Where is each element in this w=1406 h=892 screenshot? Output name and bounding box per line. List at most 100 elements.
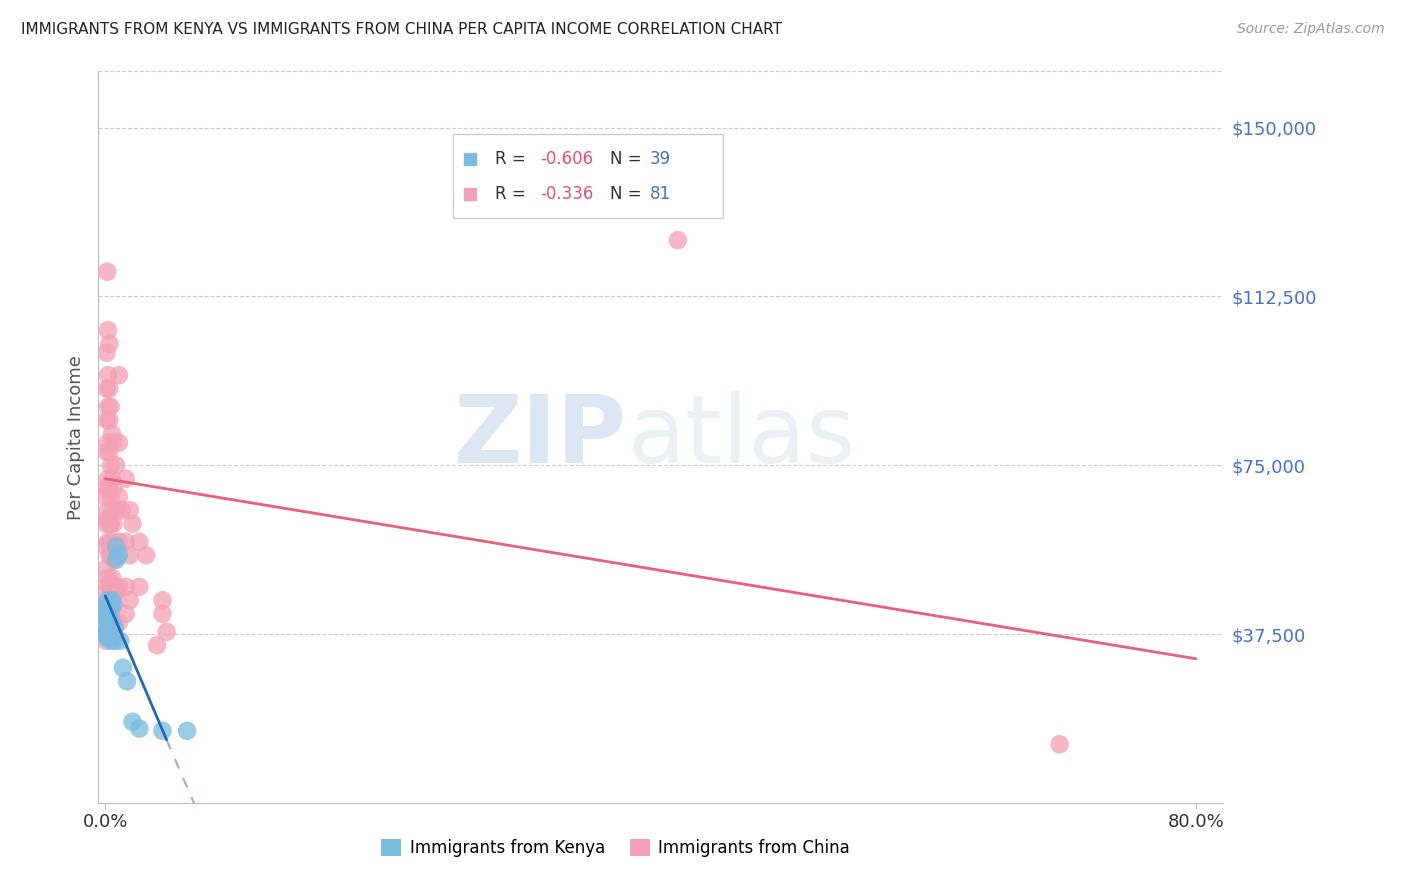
Point <box>108 534 131 549</box>
Point <box>110 633 132 648</box>
Point <box>96 605 118 619</box>
Point <box>100 598 122 612</box>
Point <box>96 345 118 359</box>
Text: 81: 81 <box>650 186 671 203</box>
Point <box>100 548 122 562</box>
Point <box>101 426 124 441</box>
Point <box>96 598 118 612</box>
Point <box>94 562 117 576</box>
Point <box>98 607 121 621</box>
Point <box>100 458 122 473</box>
Point <box>115 674 138 689</box>
Point <box>97 593 120 607</box>
Point <box>100 624 122 639</box>
Point <box>97 435 120 450</box>
Point <box>114 580 136 594</box>
Point <box>101 571 124 585</box>
Point <box>101 534 124 549</box>
Point <box>97 615 120 630</box>
Point <box>118 548 141 562</box>
Point <box>176 723 198 738</box>
Point <box>100 580 122 594</box>
Point <box>105 458 128 473</box>
Point <box>100 516 122 531</box>
Point <box>96 444 118 458</box>
Point <box>103 481 125 495</box>
Point <box>96 382 118 396</box>
Text: ZIP: ZIP <box>454 391 627 483</box>
Point <box>97 571 120 585</box>
Point <box>146 638 169 652</box>
Point <box>105 548 128 562</box>
Point <box>96 602 118 616</box>
Point <box>128 534 150 549</box>
Point <box>105 539 128 553</box>
Point <box>98 599 121 614</box>
Point <box>100 490 122 504</box>
Text: 39: 39 <box>650 150 671 168</box>
Point <box>118 503 141 517</box>
Point <box>97 400 120 414</box>
Point <box>94 580 117 594</box>
Legend: Immigrants from Kenya, Immigrants from China: Immigrants from Kenya, Immigrants from C… <box>375 832 856 864</box>
Point <box>94 593 117 607</box>
Point <box>121 516 143 531</box>
Point <box>104 620 127 634</box>
FancyBboxPatch shape <box>453 134 723 218</box>
Point <box>101 503 124 517</box>
Point <box>104 633 127 648</box>
Point <box>128 722 150 736</box>
Point <box>97 598 120 612</box>
Text: R =: R = <box>495 150 531 168</box>
Text: Source: ZipAtlas.com: Source: ZipAtlas.com <box>1237 22 1385 37</box>
Point <box>101 629 124 643</box>
Point <box>94 490 117 504</box>
Point <box>94 539 117 553</box>
Point <box>97 620 120 634</box>
Point <box>100 400 122 414</box>
Point <box>103 516 125 531</box>
Point <box>96 611 118 625</box>
Point <box>108 368 131 383</box>
Point <box>96 481 118 495</box>
Point <box>110 503 132 517</box>
Point <box>105 584 128 599</box>
Point <box>108 435 131 450</box>
Point <box>98 611 121 625</box>
Point <box>121 714 143 729</box>
Point <box>118 593 141 607</box>
Text: -0.336: -0.336 <box>540 186 593 203</box>
Point <box>98 629 121 643</box>
Point <box>100 633 122 648</box>
Point <box>98 516 121 531</box>
Point <box>94 516 117 531</box>
Point <box>96 512 118 526</box>
Point <box>108 615 131 630</box>
Text: atlas: atlas <box>627 391 855 483</box>
Point <box>128 580 150 594</box>
Point <box>103 435 125 450</box>
Point <box>98 444 121 458</box>
Point <box>152 723 174 738</box>
Point <box>97 323 120 337</box>
Point <box>103 553 125 567</box>
Point <box>101 615 124 630</box>
Point <box>108 580 131 594</box>
Point <box>97 472 120 486</box>
Point <box>97 632 120 646</box>
Point <box>105 553 128 567</box>
Text: -0.606: -0.606 <box>540 150 593 168</box>
Point <box>155 624 177 639</box>
Point <box>152 593 174 607</box>
Point <box>108 490 131 504</box>
Point <box>96 624 118 639</box>
Point <box>98 413 121 427</box>
Point <box>101 593 124 607</box>
Point <box>103 589 125 603</box>
Point <box>97 503 120 517</box>
Point <box>98 336 121 351</box>
Text: N =: N = <box>610 150 647 168</box>
Point <box>114 534 136 549</box>
Point <box>101 472 124 486</box>
Point <box>97 368 120 383</box>
